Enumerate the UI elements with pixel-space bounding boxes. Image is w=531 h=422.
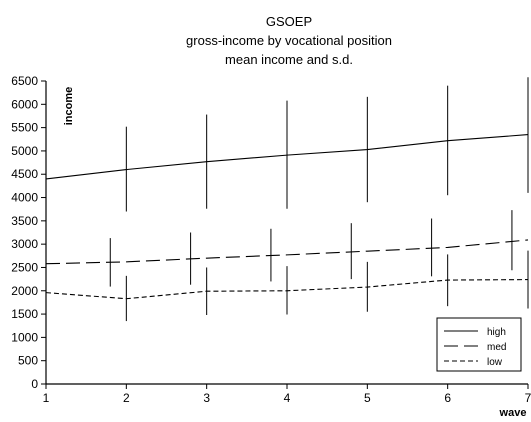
- legend-box: [436, 317, 522, 372]
- y-tick-label: 3000: [11, 237, 38, 251]
- legend-items: high med low: [444, 327, 506, 368]
- x-tick-label: 3: [203, 391, 210, 405]
- chart-subtitle-2: mean income and s.d.: [225, 52, 353, 67]
- y-tick-label: 6000: [11, 97, 38, 111]
- y-tick-label: 1000: [11, 330, 38, 344]
- y-tick-label: 5500: [11, 121, 38, 135]
- legend-label-low: low: [487, 357, 503, 368]
- x-tick-label: 4: [284, 391, 291, 405]
- legend: high med low: [436, 317, 522, 372]
- series-line-med: [45, 239, 529, 265]
- x-tick-label: 1: [43, 391, 50, 405]
- chart-title: GSOEP: [266, 14, 312, 29]
- x-axis-label: wave: [499, 407, 527, 419]
- y-axis-label: income: [63, 87, 75, 126]
- y-tick-label: 5000: [11, 144, 38, 158]
- sd-bars-group: [109, 77, 529, 322]
- x-tick-label: 7: [525, 391, 531, 405]
- legend-label-med: med: [487, 342, 506, 353]
- y-tick-label: 3500: [11, 214, 38, 228]
- legend-label-high: high: [487, 327, 506, 338]
- chart-subtitle-1: gross-income by vocational position: [186, 33, 392, 48]
- y-tick-label: 2000: [11, 284, 38, 298]
- y-tick-label: 1500: [11, 307, 38, 321]
- y-tick-label: 4000: [11, 191, 38, 205]
- y-tick-label: 6500: [11, 74, 38, 88]
- y-tick-label: 500: [18, 354, 38, 368]
- y-tick-label: 0: [31, 377, 38, 391]
- y-tick-label: 4500: [11, 167, 38, 181]
- x-tick-label: 6: [444, 391, 451, 405]
- x-tick-label: 2: [123, 391, 130, 405]
- y-tick-label: 2500: [11, 260, 38, 274]
- x-tick-label: 5: [364, 391, 371, 405]
- y-axis-ticks: 0 500 1000 1500 2000 2500 3000 3500 4000 4500 5000…: [11, 74, 46, 391]
- x-axis-ticks: 1 2 3 4 5 6 7: [43, 384, 531, 405]
